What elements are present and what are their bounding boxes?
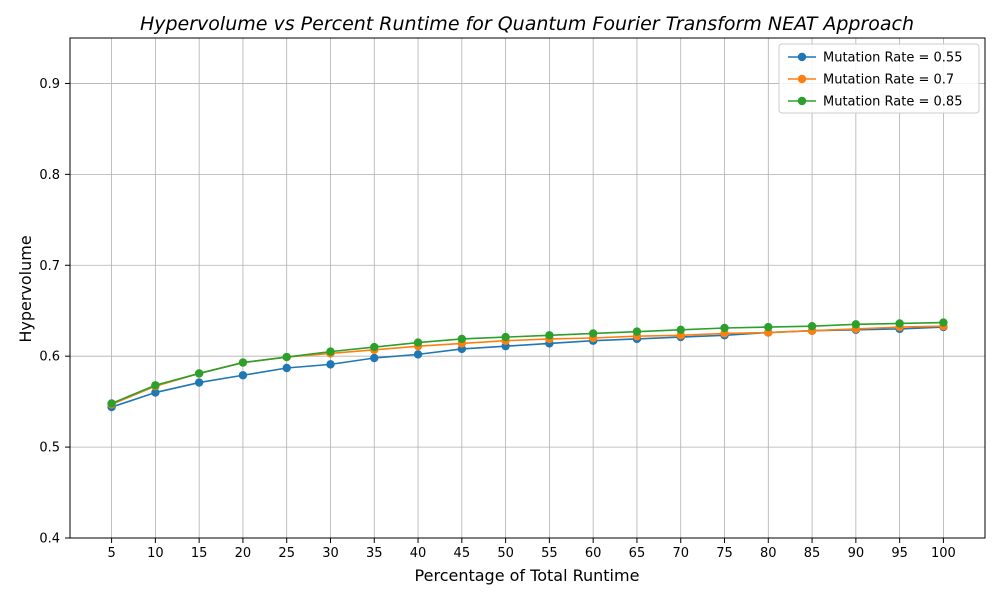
x-tick-label: 30 <box>322 546 339 561</box>
x-tick-label: 65 <box>629 546 646 561</box>
x-axis-ticks: 5 10 15 20 25 30 35 40 45 50 55 60 65 70 75 80 85 90 95 100 <box>107 538 956 561</box>
legend-item: Mutation Rate = 0.7 <box>788 73 954 88</box>
data-point <box>370 342 379 352</box>
legend-item: Mutation Rate = 0.85 <box>788 95 962 110</box>
data-point <box>545 331 554 340</box>
x-tick-label: 40 <box>410 546 427 561</box>
chart-title: Hypervolume vs Percent Runtime for Quant… <box>140 13 914 35</box>
x-tick-label: 15 <box>191 546 208 561</box>
x-tick-label: 75 <box>716 546 733 561</box>
legend-label: Mutation Rate = 0.55 <box>823 51 962 66</box>
data-point <box>151 381 160 390</box>
data-point <box>501 332 510 342</box>
series-3 <box>107 318 948 408</box>
data-point <box>807 321 817 331</box>
data-point <box>413 338 423 347</box>
legend-marker <box>797 96 807 106</box>
series-line <box>111 325 944 406</box>
x-tick-label: 60 <box>585 546 602 561</box>
x-tick-label: 55 <box>541 546 558 561</box>
data-point <box>632 327 642 336</box>
y-tick-label: 0.4 <box>39 532 60 547</box>
x-tick-label: 45 <box>454 546 471 561</box>
legend-label: Mutation Rate = 0.7 <box>823 73 954 88</box>
y-tick-label: 0.5 <box>39 441 60 456</box>
legend-item: Mutation Rate = 0.55 <box>788 51 962 66</box>
grid <box>70 38 985 539</box>
data-point <box>764 322 773 332</box>
data-point <box>370 353 379 363</box>
data-point <box>457 334 467 344</box>
x-tick-label: 70 <box>672 546 689 561</box>
y-tick-label: 0.9 <box>39 77 60 92</box>
x-tick-label: 80 <box>760 546 777 561</box>
data-point <box>107 399 116 408</box>
x-tick-label: 100 <box>931 546 956 561</box>
data-point <box>895 319 904 328</box>
data-point <box>194 378 204 387</box>
x-tick-label: 95 <box>891 546 908 561</box>
data-point <box>282 352 291 362</box>
data-point <box>194 369 204 378</box>
data-point <box>413 350 423 359</box>
legend-box <box>778 43 980 114</box>
data-point <box>851 320 861 329</box>
x-tick-label: 25 <box>278 546 295 561</box>
data-point <box>588 329 598 338</box>
x-tick-label: 50 <box>497 546 514 561</box>
x-tick-label: 10 <box>147 546 164 561</box>
plot-frame <box>69 37 986 539</box>
legend-label: Mutation Rate = 0.85 <box>823 95 962 110</box>
data-point <box>676 325 685 335</box>
data-point <box>939 318 948 327</box>
y-tick-label: 0.8 <box>39 168 60 183</box>
series-line <box>111 321 944 405</box>
legend-marker <box>797 52 807 62</box>
y-tick-label: 0.7 <box>39 259 60 274</box>
data-point <box>720 323 729 333</box>
series-group <box>107 318 948 412</box>
data-point <box>238 358 248 367</box>
x-tick-label: 35 <box>366 546 383 561</box>
x-tick-label: 5 <box>107 546 115 561</box>
data-point <box>326 360 335 369</box>
x-tick-label: 20 <box>235 546 252 561</box>
x-tick-label: 90 <box>848 546 865 561</box>
data-point <box>282 363 291 373</box>
legend-marker <box>797 74 807 84</box>
data-point <box>151 388 160 397</box>
x-tick-label: 85 <box>804 546 821 561</box>
x-axis-label: Percentage of Total Runtime <box>415 566 640 585</box>
y-tick-label: 0.6 <box>39 350 60 365</box>
y-axis-ticks: 0.4 0.5 0.6 0.7 0.8 0.9 <box>39 77 70 547</box>
data-point <box>326 347 335 356</box>
y-axis-label: Hypervolume <box>16 235 35 342</box>
data-point <box>238 371 248 380</box>
legend: Mutation Rate = 0.55 Mutation Rate = 0.7 M… <box>778 43 980 114</box>
